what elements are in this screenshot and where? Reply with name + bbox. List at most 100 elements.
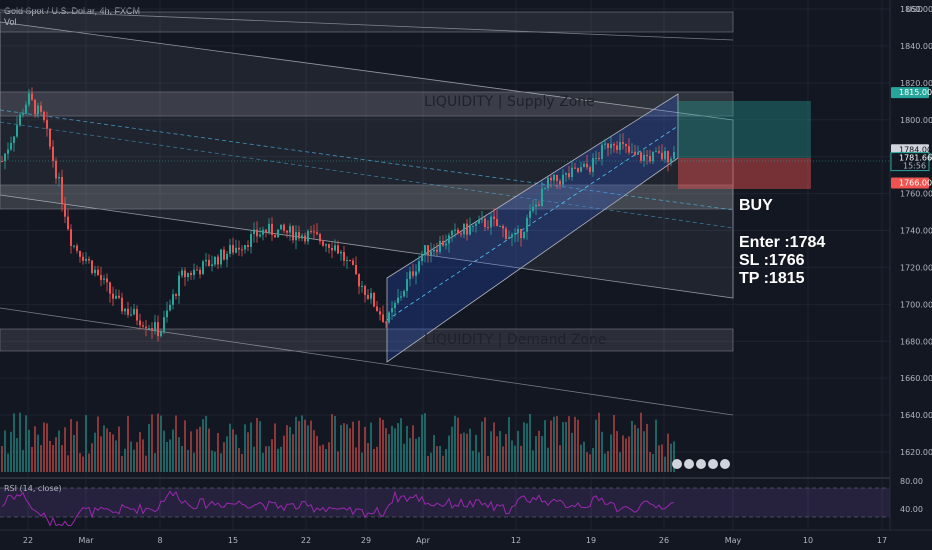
volume-bar [124, 448, 126, 472]
candle-body [592, 158, 594, 172]
volume-bar [565, 422, 567, 472]
ascending-channel-midline[interactable] [386, 125, 679, 321]
candle-body [58, 176, 60, 179]
volume-bar [592, 447, 594, 472]
volume-bar [136, 442, 138, 472]
price-tick: 1820.00 [900, 79, 932, 88]
volume-bar [628, 436, 630, 472]
candle-body [145, 326, 147, 329]
candlesticks [1, 87, 675, 342]
candle-body [343, 251, 345, 261]
candle-body [70, 229, 72, 246]
volume-bar [22, 450, 24, 472]
dashed-trendline-1[interactable] [0, 109, 734, 211]
volume-bar [61, 445, 63, 472]
volume-bar [394, 428, 396, 472]
volume-bar [145, 455, 147, 472]
candle-body [13, 136, 15, 143]
candle-body [610, 143, 612, 149]
volume-bar [568, 416, 570, 472]
volume-bar [439, 445, 441, 472]
price-tick: 1760.00 [900, 190, 932, 199]
volume-bar [358, 420, 360, 472]
candle-body [187, 272, 189, 278]
candle-body [202, 261, 204, 275]
candle-body [130, 314, 132, 316]
volume-bar [508, 417, 510, 472]
candle-body [313, 231, 315, 233]
candle-body [364, 285, 366, 296]
candle-body [475, 223, 477, 226]
top-liquidity-band[interactable] [0, 11, 734, 33]
candle-body [106, 278, 108, 283]
time-axis[interactable] [0, 530, 932, 550]
volume-bar [598, 412, 600, 472]
volume-bar [631, 420, 633, 472]
candle-body [16, 125, 18, 137]
volume-bar [616, 431, 618, 472]
time-tick: 26 [659, 536, 669, 545]
supply-zone-box[interactable] [0, 91, 734, 117]
candle-body [100, 275, 102, 280]
volume-bar [352, 421, 354, 472]
current-price-label: 1781.66 [899, 154, 932, 163]
volume-bar [361, 452, 363, 472]
descending-channel-top-line[interactable] [0, 9, 734, 41]
volume-bar [208, 428, 210, 472]
candle-body [91, 260, 93, 273]
volume-bar [103, 425, 105, 472]
candle-body [196, 269, 198, 271]
stop-loss-box[interactable] [678, 158, 811, 189]
candle-body [61, 176, 63, 204]
candle-body [64, 203, 66, 217]
candle-body [514, 232, 516, 235]
volume-bar [532, 450, 534, 472]
volume-bar [79, 453, 81, 472]
take-profit-box[interactable] [678, 101, 811, 158]
descending-channel-upper[interactable] [0, 21, 734, 299]
descending-channel-bottom-line[interactable] [0, 307, 734, 416]
candle-body [94, 269, 96, 273]
volume-bar [661, 444, 663, 472]
volume-bar [310, 420, 312, 472]
volume-bar [37, 434, 39, 472]
candle-body [418, 261, 420, 272]
candle-body [214, 256, 216, 265]
candle-body [550, 177, 552, 181]
candle-body [112, 293, 114, 299]
dashed-trendline-2[interactable] [0, 121, 734, 229]
volume-bar [520, 445, 522, 472]
price-tick: 1680.00 [900, 337, 932, 346]
event-icons[interactable] [672, 459, 730, 469]
volume-bar [217, 433, 219, 472]
candle-body [121, 297, 123, 312]
candle-body [25, 104, 27, 114]
volume-bar [382, 419, 384, 472]
candle-body [505, 228, 507, 239]
volume-bar [337, 451, 339, 472]
volume-bar [214, 451, 216, 472]
volume-bar [73, 435, 75, 472]
candle-body [469, 226, 471, 235]
candle-body [406, 279, 408, 291]
candle-body [553, 174, 555, 181]
volume-bar [586, 452, 588, 472]
volume-bar [301, 415, 303, 472]
demand-zone-box[interactable] [0, 328, 734, 352]
volume-bar [541, 436, 543, 472]
ascending-channel[interactable] [386, 93, 679, 363]
candle-body [427, 245, 429, 256]
candle-body [28, 93, 30, 105]
price-tag [891, 177, 929, 189]
candle-body [613, 143, 615, 146]
volume-bar [28, 429, 30, 472]
candle-body [601, 144, 603, 160]
volume-bar [202, 419, 204, 472]
volume-bar [220, 453, 222, 472]
volume-bar [181, 446, 183, 472]
volume-bar [19, 412, 21, 472]
volume-bar [511, 440, 513, 472]
volume-bar [238, 447, 240, 472]
